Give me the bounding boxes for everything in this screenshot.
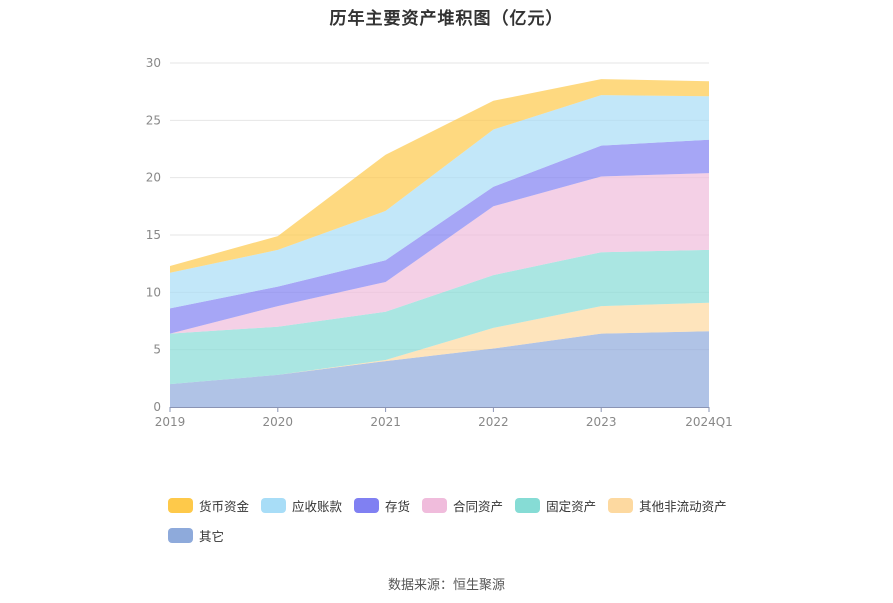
legend-item[interactable]: 货币资金: [168, 495, 249, 515]
legend-label: 货币资金: [199, 498, 250, 514]
legend-item[interactable]: 应收账款: [261, 495, 342, 515]
area-合同资产: [170, 173, 709, 334]
area-应收账款: [170, 95, 709, 309]
legend-swatch: [261, 497, 287, 513]
legend-label: 应收账款: [292, 498, 343, 514]
area-存货: [170, 139, 709, 334]
legend-label: 合同资产: [453, 498, 504, 514]
x-tick-label: 2022: [478, 415, 509, 429]
y-tick-label: 25: [146, 113, 161, 127]
legend-swatch: [608, 497, 634, 513]
legend-swatch: [168, 497, 193, 513]
legend-item[interactable]: 其它: [168, 525, 224, 545]
stacked-area-chart: 0 5 10 15 20 25 30 2019 2020 2021 2022 2023 2024Q1: [146, 56, 733, 429]
y-tick-label: 10: [146, 285, 161, 299]
y-tick-label: 30: [146, 56, 161, 70]
y-tick-label: 20: [146, 171, 161, 185]
legend-label: 存货: [385, 498, 411, 514]
legend-label: 其它: [199, 528, 225, 544]
area-其他非流动资产: [170, 302, 709, 385]
y-tick-label: 5: [153, 343, 161, 357]
legend-swatch: [354, 497, 380, 513]
chart-legend: 货币资金 应收账款 存货 合同资产 固定资产 其他非流动资产其它: [168, 495, 788, 555]
area-固定资产: [170, 249, 709, 385]
x-tick-label: 2019: [155, 415, 186, 429]
legend-label: 其他非流动资产: [639, 498, 727, 514]
x-tick-label: 2020: [263, 415, 294, 429]
area-其它: [170, 331, 709, 407]
y-tick-label: 0: [153, 400, 161, 414]
legend-swatch: [168, 527, 193, 543]
area-货币资金: [170, 79, 709, 273]
legend-item[interactable]: 合同资产: [422, 495, 503, 515]
legend-swatch: [515, 497, 541, 513]
legend-item[interactable]: 固定资产: [515, 495, 596, 515]
x-tick-label: 2023: [586, 415, 617, 429]
data-source: 数据来源：恒生聚源: [387, 578, 505, 593]
legend-swatch: [422, 497, 448, 513]
x-tick-label: 2024Q1: [685, 415, 733, 429]
x-tick-label: 2021: [370, 415, 401, 429]
legend-item[interactable]: 存货: [354, 495, 410, 515]
legend-item[interactable]: 其他非流动资产: [608, 495, 727, 515]
chart-title: 历年主要资产堆积图（亿元）: [329, 9, 564, 29]
y-tick-label: 15: [146, 228, 161, 242]
legend-label: 固定资产: [546, 498, 597, 514]
